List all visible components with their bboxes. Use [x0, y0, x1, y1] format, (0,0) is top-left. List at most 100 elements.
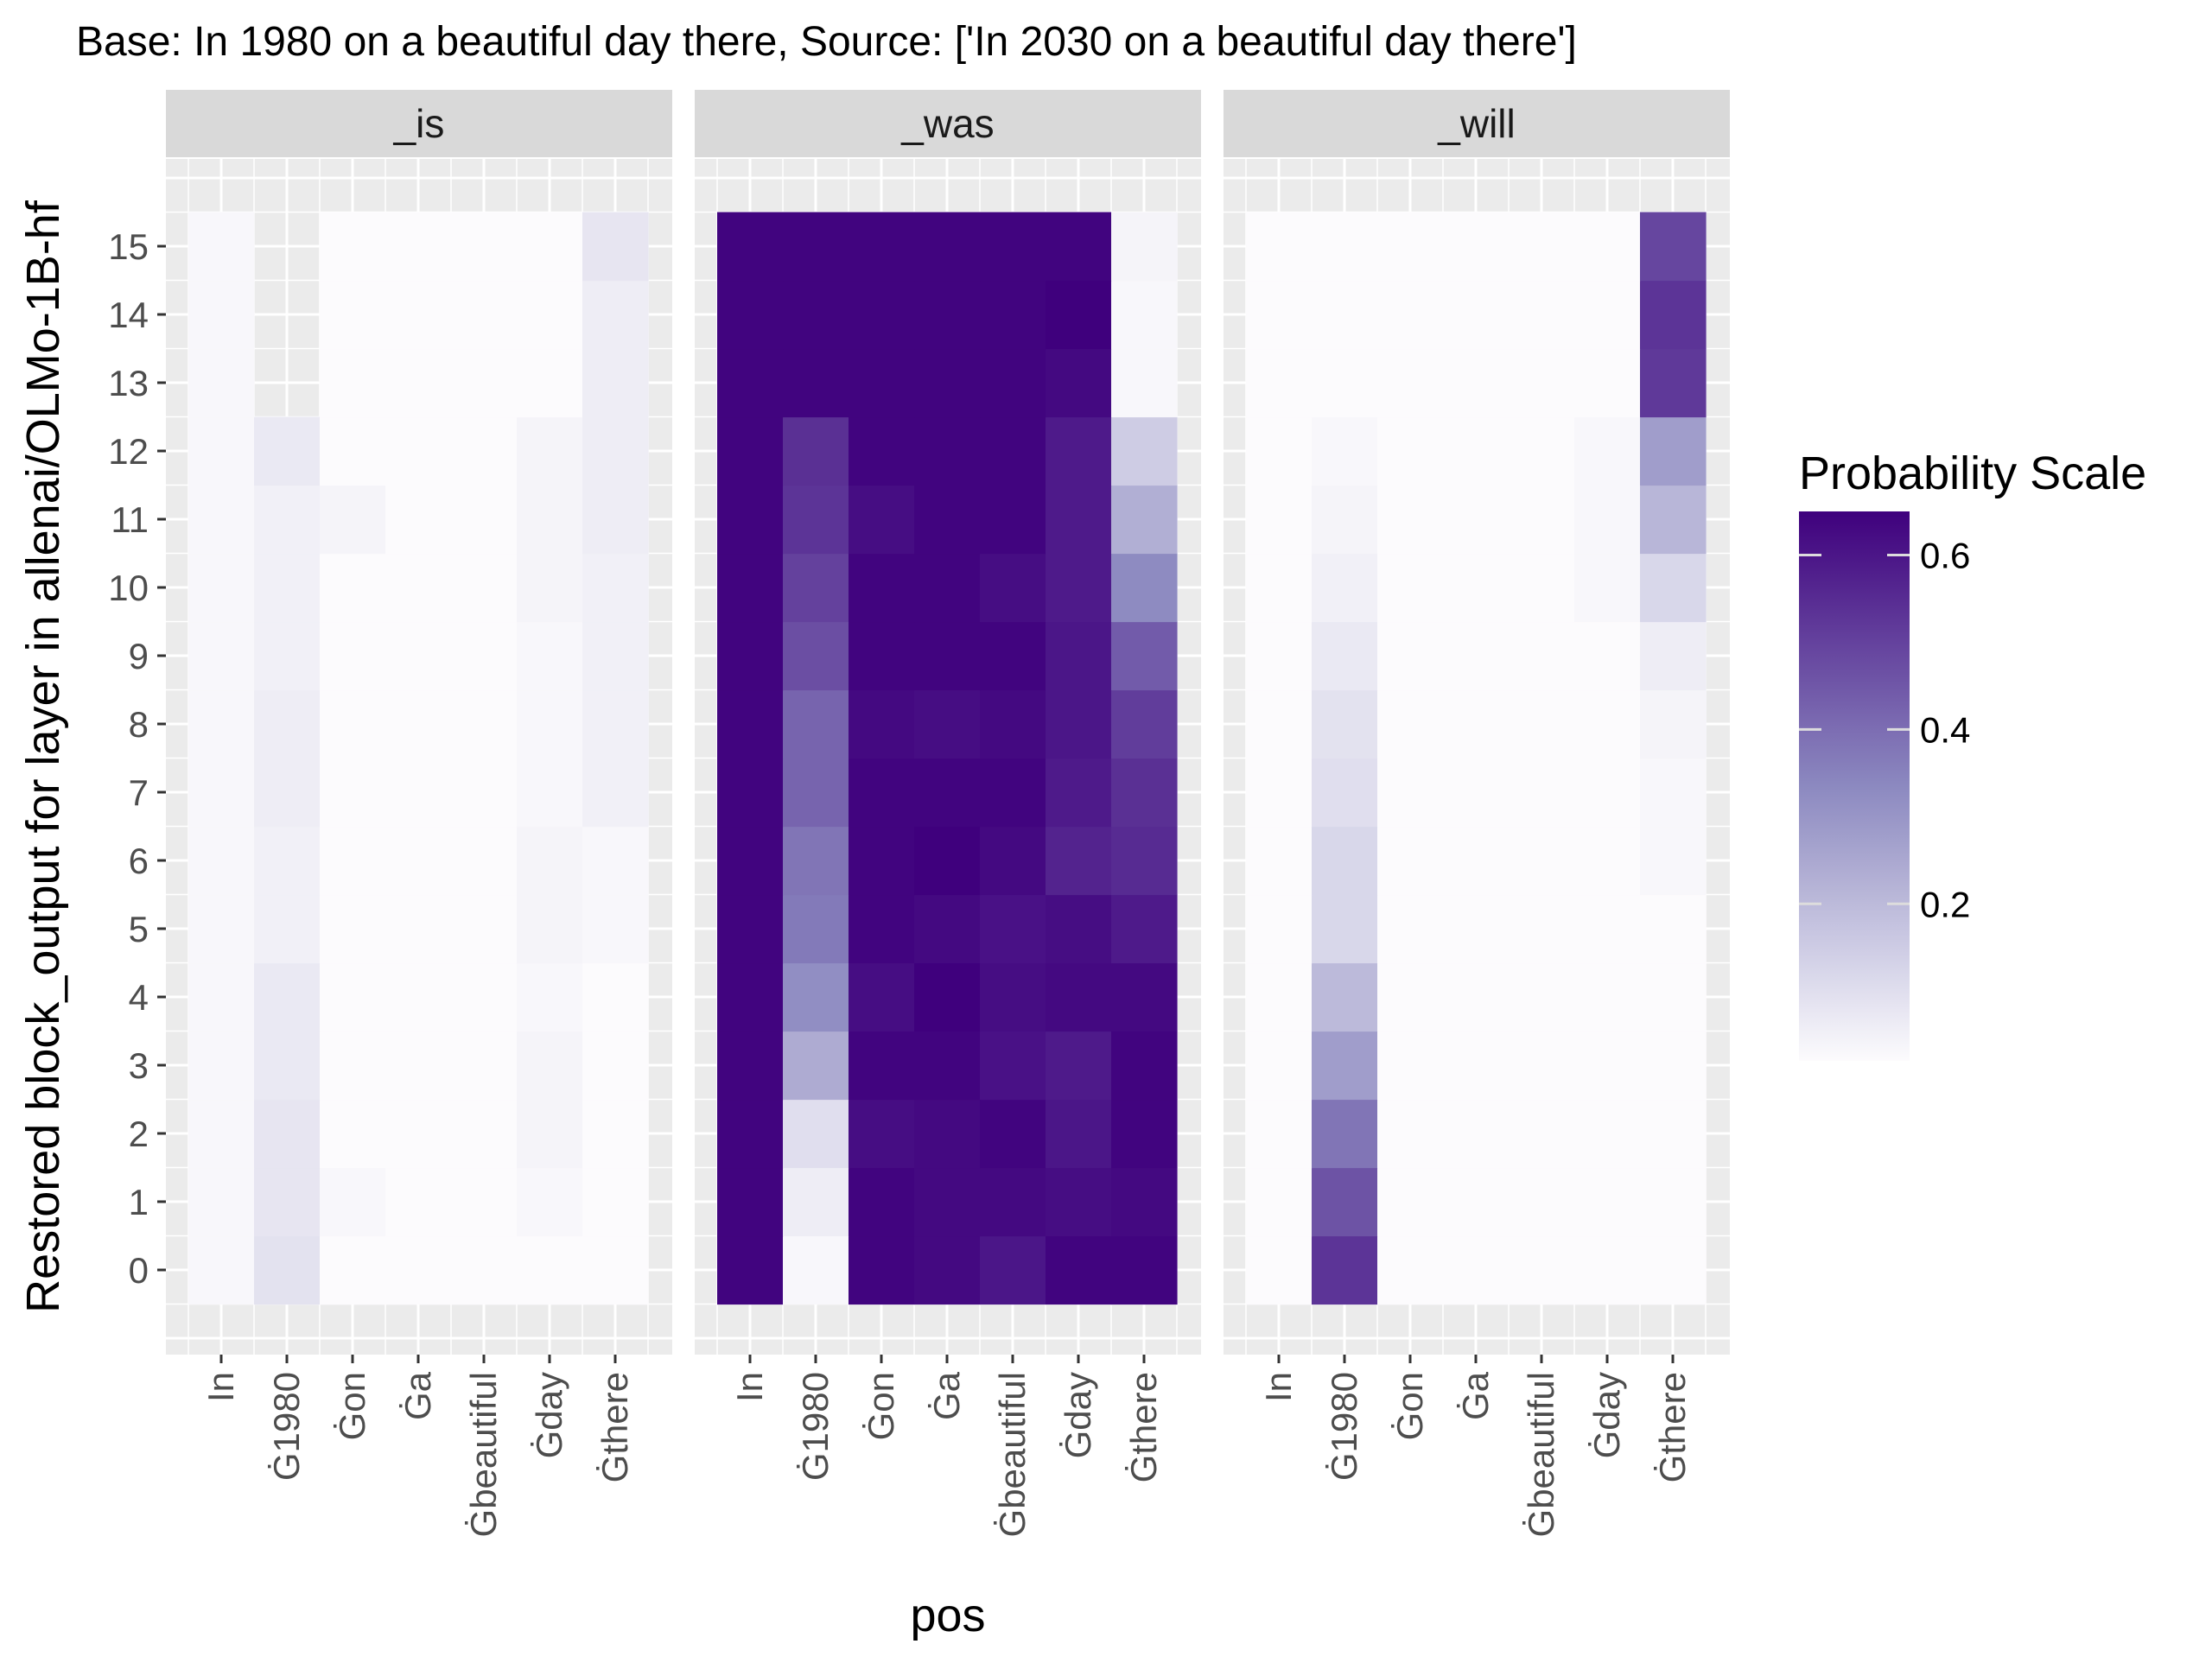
heatmap-cell	[1312, 621, 1378, 691]
heatmap-cell	[385, 1031, 452, 1101]
heatmap-cell	[1443, 894, 1510, 964]
facet-panels: _is In Ġ1980 Ġon Ġa Ġbeautiful Ġday Ġthere _was I…	[108, 90, 1730, 1537]
heatmap-cell	[1246, 689, 1313, 759]
heatmap-cell	[1246, 416, 1313, 486]
heatmap-cell	[582, 1031, 649, 1101]
heatmap-cell	[385, 621, 452, 691]
heatmap-cell	[849, 553, 915, 623]
heatmap-cell	[1640, 1235, 1707, 1305]
heatmap-cell	[1509, 212, 1575, 282]
heatmap-cell	[783, 758, 849, 828]
heatmap-cell	[1246, 826, 1313, 896]
heatmap-cell	[1640, 416, 1707, 486]
heatmap-cell	[980, 758, 1046, 828]
heatmap-cell	[1443, 1167, 1510, 1237]
heatmap-cell	[385, 1235, 452, 1305]
heatmap-cell	[254, 1235, 321, 1305]
heatmap-cell	[849, 826, 915, 896]
heatmap-cell	[254, 416, 321, 486]
heatmap-cell	[1377, 894, 1444, 964]
heatmap-cell	[1046, 1099, 1112, 1169]
heatmap-cell	[254, 758, 321, 828]
heatmap-cell	[1640, 553, 1707, 623]
heatmap-cell	[320, 894, 386, 964]
heatmap-cell	[849, 758, 915, 828]
heatmap-cell	[1046, 621, 1112, 691]
x-tick-label: Ġday	[1586, 1372, 1627, 1458]
y-tick-label: 4	[129, 977, 149, 1018]
y-tick-label: 2	[129, 1114, 149, 1154]
heatmap-cell	[849, 348, 915, 418]
heatmap-cell	[254, 621, 321, 691]
heatmap-cell	[1246, 894, 1313, 964]
heatmap-cell	[914, 621, 981, 691]
heatmap-cell	[582, 280, 649, 350]
y-tick-label: 13	[108, 363, 149, 403]
facet-panel-was: _was In Ġ1980 Ġon Ġa Ġbeautiful Ġday Ġthere	[695, 90, 1201, 1537]
heatmap-cell	[1574, 1031, 1641, 1101]
heatmap-cell	[517, 962, 583, 1032]
x-tick-label: Ġthere	[1123, 1372, 1164, 1482]
heatmap-cell	[188, 758, 255, 828]
heatmap-cell	[385, 485, 452, 555]
x-tick-label: Ġthere	[594, 1372, 635, 1482]
heatmap-cell	[320, 689, 386, 759]
heatmap-cell	[1574, 621, 1641, 691]
heatmap-cell	[1312, 348, 1378, 418]
x-tick-label: Ġ1980	[795, 1372, 836, 1481]
heatmap-cell	[914, 280, 981, 350]
heatmap-cell	[254, 894, 321, 964]
heatmap-cell	[1509, 348, 1575, 418]
x-tick-label: Ġa	[926, 1371, 967, 1420]
facet-strip	[695, 90, 1201, 157]
x-tick-label: Ġbeautiful	[463, 1372, 504, 1537]
heatmap-cell	[914, 1099, 981, 1169]
heatmap-cell	[1509, 416, 1575, 486]
heatmap-cell	[1246, 348, 1313, 418]
heatmap-cell	[188, 280, 255, 350]
heatmap-cell	[1574, 962, 1641, 1032]
heatmap-cell	[188, 553, 255, 623]
heatmap-cell	[320, 1167, 386, 1237]
heatmap-cell	[1046, 758, 1112, 828]
heatmap-cell	[1574, 826, 1641, 896]
y-tick-label: 12	[108, 431, 149, 472]
heatmap-cell	[914, 826, 981, 896]
heatmap-cell	[849, 416, 915, 486]
heatmap-cell	[320, 416, 386, 486]
heatmap-cell	[320, 212, 386, 282]
heatmap-cell	[517, 894, 583, 964]
heatmap-cell	[783, 962, 849, 1032]
heatmap-cell	[717, 1167, 784, 1237]
heatmap-cell	[1111, 1235, 1178, 1305]
y-tick-label: 8	[129, 704, 149, 745]
heatmap-cell	[254, 826, 321, 896]
heatmap-cell	[717, 348, 784, 418]
heatmap-cell	[914, 553, 981, 623]
legend-colorbar	[1799, 511, 1910, 1061]
heatmap-cell	[1640, 689, 1707, 759]
heatmap-cell	[1046, 826, 1112, 896]
heatmap-cell	[1246, 758, 1313, 828]
heatmap-cell	[1640, 894, 1707, 964]
heatmap-cell	[582, 962, 649, 1032]
heatmap-cell	[1640, 485, 1707, 555]
heatmap-cell	[582, 758, 649, 828]
heatmap-cell	[1111, 1099, 1178, 1169]
legend-tick-label: 0.4	[1920, 709, 1970, 750]
heatmap-cell	[1377, 758, 1444, 828]
heatmap-cell	[320, 621, 386, 691]
heatmap-cell	[1312, 485, 1378, 555]
heatmap-cell	[1246, 212, 1313, 282]
heatmap-cell	[254, 553, 321, 623]
heatmap-cell	[1574, 1235, 1641, 1305]
heatmap-cell	[914, 485, 981, 555]
heatmap-cell	[517, 416, 583, 486]
heatmap-cell	[1574, 553, 1641, 623]
heatmap-tiles	[1246, 212, 1707, 1305]
heatmap-cell	[717, 280, 784, 350]
heatmap-cell	[582, 485, 649, 555]
heatmap-cell	[517, 1099, 583, 1169]
heatmap-cell	[517, 758, 583, 828]
heatmap-cell	[188, 894, 255, 964]
